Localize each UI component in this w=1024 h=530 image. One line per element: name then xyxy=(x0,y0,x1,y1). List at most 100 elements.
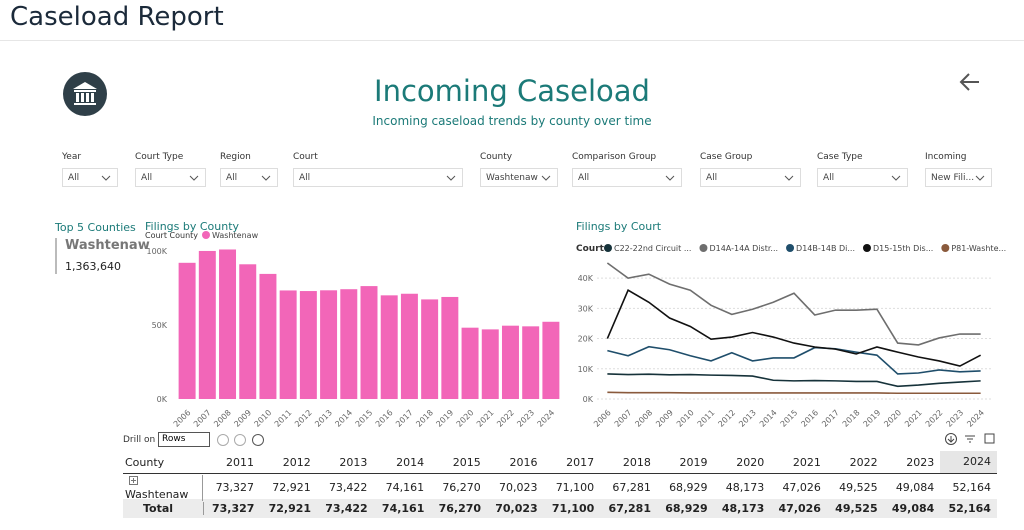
bar xyxy=(501,325,519,399)
table-cell: 73,327 xyxy=(204,502,261,515)
cell-text: 71,100 xyxy=(555,481,595,494)
table-cell: 49,525 xyxy=(827,481,884,494)
column-header: 2017 xyxy=(566,455,595,469)
column-header: 2023 xyxy=(906,455,935,469)
x-tick-label: 2020 xyxy=(455,408,476,429)
x-tick-label: 2022 xyxy=(495,408,516,429)
column-header: 2024 xyxy=(940,451,997,473)
x-tick-label: 2015 xyxy=(354,408,375,429)
filter-value: New Fili... xyxy=(931,173,975,183)
total-row: Total 73,327 72,921 73,422 74,161 76,270 70,02… xyxy=(123,499,997,518)
cell-text: 72,921 xyxy=(272,481,311,494)
cell-text: 72,921 xyxy=(268,502,312,515)
x-tick-label: 2008 xyxy=(212,408,233,429)
x-tick-label: 2022 xyxy=(924,408,945,429)
y-tick-label: 10K xyxy=(578,365,594,374)
chart-title: Filings by Court xyxy=(576,220,662,233)
x-tick-label: 2016 xyxy=(799,408,820,429)
bar xyxy=(542,321,560,399)
back-arrow[interactable] xyxy=(958,70,982,94)
table-cell: 72,921 xyxy=(260,502,317,515)
legend-marker xyxy=(941,244,950,252)
bar xyxy=(441,296,459,399)
line-series xyxy=(607,345,981,375)
cell-text: 74,161 xyxy=(385,481,425,494)
filter-label: Region xyxy=(220,152,251,162)
filter-dropdown[interactable]: All xyxy=(817,168,908,187)
cell-text: Washtenaw xyxy=(125,487,189,501)
filter-dropdown[interactable]: Washtenaw xyxy=(480,168,558,187)
drill-icons[interactable] xyxy=(216,433,266,447)
cell-text: 67,281 xyxy=(608,502,651,515)
y-tick-label: 100K xyxy=(146,247,167,256)
filter-dropdown[interactable]: All xyxy=(135,168,206,187)
y-tick-label: 30K xyxy=(578,304,594,313)
filter-dropdown[interactable]: All xyxy=(220,168,278,187)
filter-value: All xyxy=(68,173,80,183)
filter-dropdown[interactable]: New Fili... xyxy=(925,168,992,187)
legend-marker xyxy=(202,231,210,239)
legend-marker xyxy=(699,244,708,252)
expand-icon[interactable] xyxy=(129,475,138,485)
x-tick-label: 2017 xyxy=(394,408,415,429)
bar xyxy=(421,299,439,399)
filter-dropdown[interactable]: All xyxy=(293,168,463,187)
chevron xyxy=(261,175,271,181)
filter-dropdown[interactable]: All xyxy=(700,168,801,187)
bar xyxy=(239,264,257,399)
table-icons[interactable] xyxy=(944,432,1000,446)
legend-marker xyxy=(786,244,795,252)
table-cell: 67,281 xyxy=(600,502,657,515)
filter-label: Case Type xyxy=(817,152,863,162)
cell-text: 73,327 xyxy=(211,502,255,515)
bar xyxy=(380,295,398,399)
column-header: County xyxy=(125,455,165,469)
column-header: 2013 xyxy=(339,455,368,469)
table-cell: 74,161 xyxy=(374,502,431,515)
column-header: 2019 xyxy=(679,455,708,469)
x-tick-label: 2021 xyxy=(903,408,924,429)
matrix-table: County 2011 2012 2013 2014 2015 2016 2017 2018 20… xyxy=(123,451,997,518)
page-title: Incoming Caseload xyxy=(374,74,650,108)
card-title: Top 5 Counties xyxy=(55,221,136,234)
cell-text: 47,026 xyxy=(778,502,821,515)
filter-dropdown[interactable]: All xyxy=(572,168,682,187)
x-tick-label: 2012 xyxy=(716,408,737,429)
chevron xyxy=(784,175,794,181)
bar xyxy=(340,289,358,399)
filter-label: Court xyxy=(293,152,318,162)
legend-label: Washtenaw xyxy=(212,231,259,240)
y-tick-label: 40K xyxy=(578,274,594,283)
legend-label: D14B-14B Di... xyxy=(796,244,855,253)
table-cell: 73,327 xyxy=(203,481,260,494)
table-cell: Washtenaw xyxy=(123,474,204,501)
table-cell: 73,422 xyxy=(317,502,374,515)
column-header: 2021 xyxy=(792,455,821,469)
column-header: 2011 xyxy=(226,455,255,469)
cell-text: 52,164 xyxy=(952,481,992,494)
report-title: Caseload Report xyxy=(10,2,224,32)
x-tick-label: 2017 xyxy=(820,408,841,429)
bar xyxy=(198,250,216,399)
card-value: 1,363,640 xyxy=(65,260,121,273)
x-tick-label: 2019 xyxy=(862,408,883,429)
card-accent xyxy=(55,238,57,274)
cell-text: 76,270 xyxy=(438,502,482,515)
chevron xyxy=(446,175,456,181)
bar xyxy=(320,290,338,399)
filter-dropdown[interactable]: All xyxy=(62,168,118,187)
chevron xyxy=(189,175,199,181)
x-tick-label: 2019 xyxy=(434,408,455,429)
y-tick-label: 20K xyxy=(578,335,594,344)
table-header: County 2011 2012 2013 2014 2015 2016 2017 2018 20… xyxy=(123,451,997,474)
column-header: 2020 xyxy=(736,455,765,469)
filter-value: All xyxy=(578,173,590,183)
cell-text: 73,327 xyxy=(215,481,255,494)
column-header: 2015 xyxy=(452,455,481,469)
cell-text: 67,281 xyxy=(612,481,651,494)
bar xyxy=(299,291,317,399)
drill-select[interactable]: Rows xyxy=(158,432,210,447)
filter-label: County xyxy=(480,152,513,162)
